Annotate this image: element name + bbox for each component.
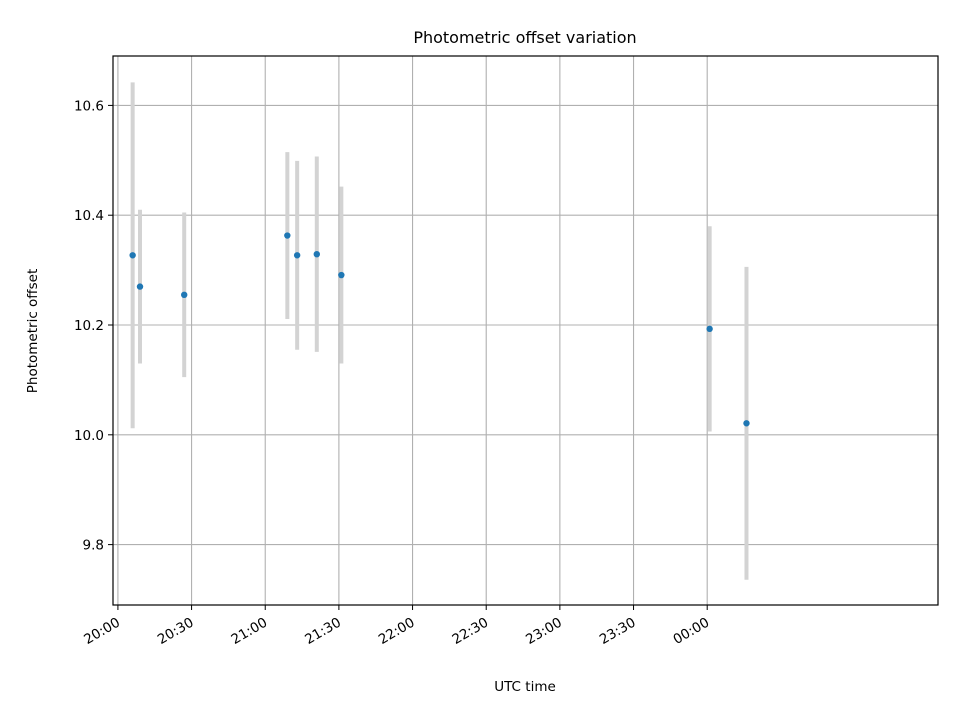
y-axis-ticks: 9.8 10.0 10.2 10.4 10.6 — [74, 98, 113, 554]
y-tick-label: 10.4 — [74, 208, 104, 224]
chart-title: Photometric offset variation — [413, 28, 636, 47]
grid — [113, 56, 938, 605]
y-tick-label: 10.6 — [74, 98, 104, 114]
y-tick-label: 10.0 — [74, 428, 104, 444]
data-point — [136, 283, 144, 290]
y-axis-label: Photometric offset — [25, 269, 41, 393]
data-point — [313, 250, 320, 258]
data-point — [293, 252, 301, 259]
data-point — [129, 252, 136, 259]
plot-frame — [112, 55, 939, 606]
y-tick-label: 10.2 — [74, 318, 104, 334]
data-points — [129, 232, 750, 427]
x-axis-label: UTC time — [494, 679, 556, 695]
data-point — [284, 232, 291, 239]
y-tick-label: 9.8 — [83, 538, 104, 554]
data-point — [706, 325, 713, 333]
data-point — [743, 420, 750, 427]
data-point — [181, 291, 188, 299]
data-point — [338, 271, 345, 279]
